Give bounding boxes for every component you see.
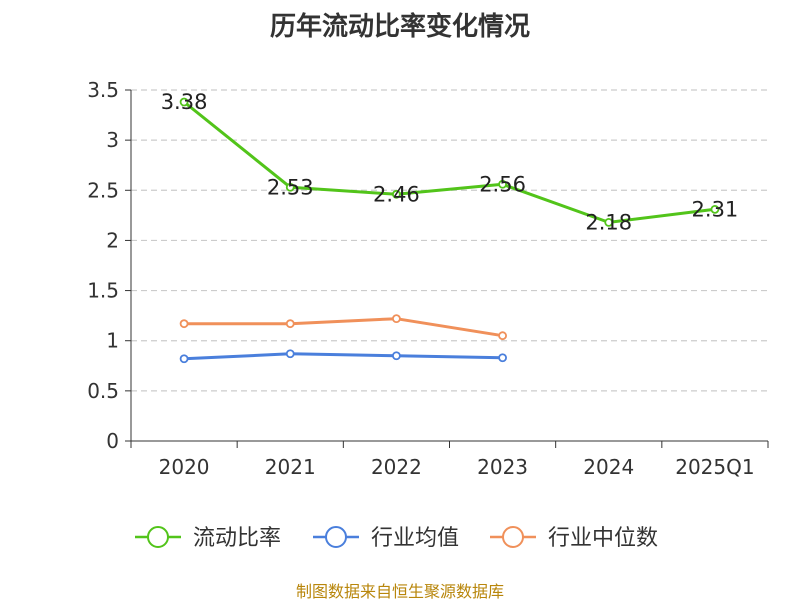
data-point [179,319,189,329]
data-point [604,217,614,227]
y-tick-label: 3.5 [87,78,119,102]
y-tick-label: 1 [106,329,119,353]
legend-marker [502,526,524,548]
data-label: 2.53 [267,175,314,199]
data-point [498,331,507,341]
data-point [392,314,401,324]
y-tick-label: 1.5 [87,279,119,303]
x-tick-label: 2020 [159,455,210,479]
series [179,97,720,364]
data-point [285,349,295,359]
data-label: 2.18 [585,210,632,234]
data-label: 3.38 [161,90,208,114]
data-point [392,189,401,199]
data-label: 2.31 [692,197,739,221]
grid-lines [131,89,768,392]
legend-marker [147,526,169,548]
legend-label: 行业中位数 [548,526,658,551]
data-point [392,351,401,361]
series-line-0 [183,100,716,224]
legend: 流动比率 行业均值 行业中位数 [135,526,658,551]
x-tick-label: 2025Q1 [675,455,754,479]
legend-label: 流动比率 [193,526,281,551]
data-label: 2.46 [373,182,420,206]
series-line-1 [184,352,503,361]
x-tick-label: 2022 [371,455,422,479]
y-tick-label: 3 [106,128,119,152]
data-label: 2.56 [479,172,526,196]
data-point [179,354,189,364]
data-point [710,204,720,214]
data-point [179,97,189,107]
legend-label: 行业均值 [371,526,459,551]
source-footer: 制图数据来自恒生聚源数据库 [295,582,504,601]
x-tick-label: 2021 [265,455,316,479]
chart-title: 历年流动比率变化情况 [269,12,530,42]
legend-marker [325,526,347,548]
x-tick-label: 2023 [477,455,528,479]
y-tick-label: 0 [106,429,119,453]
data-labels: 3.38 2.53 2.46 2.56 2.18 2.31 [161,90,739,234]
data-point [498,353,507,363]
y-tick-label: 2.5 [87,178,119,202]
x-tick-label: 2024 [583,455,634,479]
series-line-2 [184,317,503,338]
y-tick-label: 0.5 [87,379,119,403]
data-point [285,182,295,192]
y-tick-label: 2 [106,228,119,252]
data-point [285,319,295,329]
data-point [498,179,507,189]
